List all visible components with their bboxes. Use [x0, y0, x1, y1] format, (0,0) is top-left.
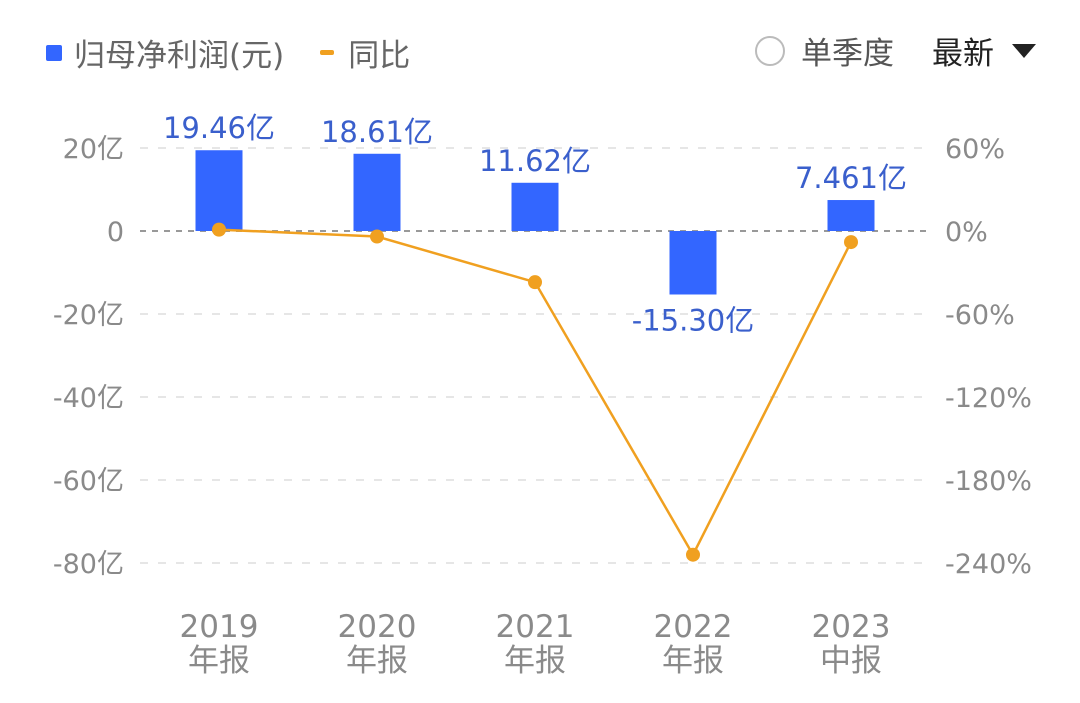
- line-legend-label: 同比: [348, 38, 411, 74]
- right-tick-label: -120%: [945, 383, 1032, 414]
- yoy-point: [528, 275, 542, 290]
- x-tick-period: 年报: [662, 643, 724, 679]
- bar-value-label: 18.61亿: [321, 115, 433, 149]
- left-tick-label: 0: [107, 217, 124, 248]
- yoy-point: [212, 222, 226, 237]
- right-tick-label: -240%: [945, 549, 1032, 580]
- quarter-label[interactable]: 单季度: [801, 36, 894, 72]
- bar-legend-swatch: [46, 44, 62, 61]
- quarter-radio[interactable]: [755, 35, 785, 66]
- x-tick-period: 年报: [188, 643, 250, 679]
- left-tick-label: -40亿: [53, 383, 124, 414]
- profit-bar: [511, 182, 559, 231]
- right-tick-label: -60%: [945, 300, 1015, 331]
- bar-value-label: 11.62亿: [479, 144, 591, 178]
- yoy-point: [370, 229, 384, 244]
- x-tick-year: 2020: [338, 609, 417, 645]
- legend: 归母净利润(元) 同比: [46, 30, 410, 75]
- left-tick-label: 20亿: [63, 134, 124, 165]
- bar-value-label: 7.461亿: [795, 161, 907, 195]
- x-tick-year: 2023: [812, 609, 891, 645]
- right-tick-label: 60%: [945, 134, 1005, 165]
- yoy-point: [686, 547, 700, 562]
- period-select[interactable]: 最新: [932, 36, 994, 72]
- bar-value-label: -15.30亿: [632, 303, 755, 337]
- left-tick-label: -60亿: [53, 466, 124, 497]
- bar-value-label: 19.46亿: [163, 111, 275, 145]
- profit-bar: [195, 150, 243, 231]
- right-tick-label: 0%: [945, 217, 988, 248]
- yoy-point: [844, 235, 858, 250]
- profit-bar: [827, 200, 875, 231]
- x-tick-period: 年报: [346, 643, 408, 679]
- x-tick-year: 2022: [654, 609, 733, 645]
- bar-legend-label: 归母净利润(元): [74, 38, 285, 74]
- chevron-down-icon[interactable]: [1012, 43, 1036, 58]
- left-tick-label: -80亿: [53, 549, 124, 580]
- right-tick-label: -180%: [945, 466, 1032, 497]
- x-tick-year: 2019: [180, 609, 259, 645]
- profit-bar: [353, 153, 401, 231]
- chart-controls: 单季度 最新: [755, 28, 1036, 73]
- line-legend-swatch: [320, 50, 335, 55]
- x-tick-year: 2021: [496, 609, 575, 645]
- x-tick-period: 年报: [504, 643, 566, 679]
- profit-bar: [669, 231, 717, 295]
- x-tick-period: 中报: [820, 643, 882, 679]
- left-tick-label: -20亿: [53, 300, 124, 331]
